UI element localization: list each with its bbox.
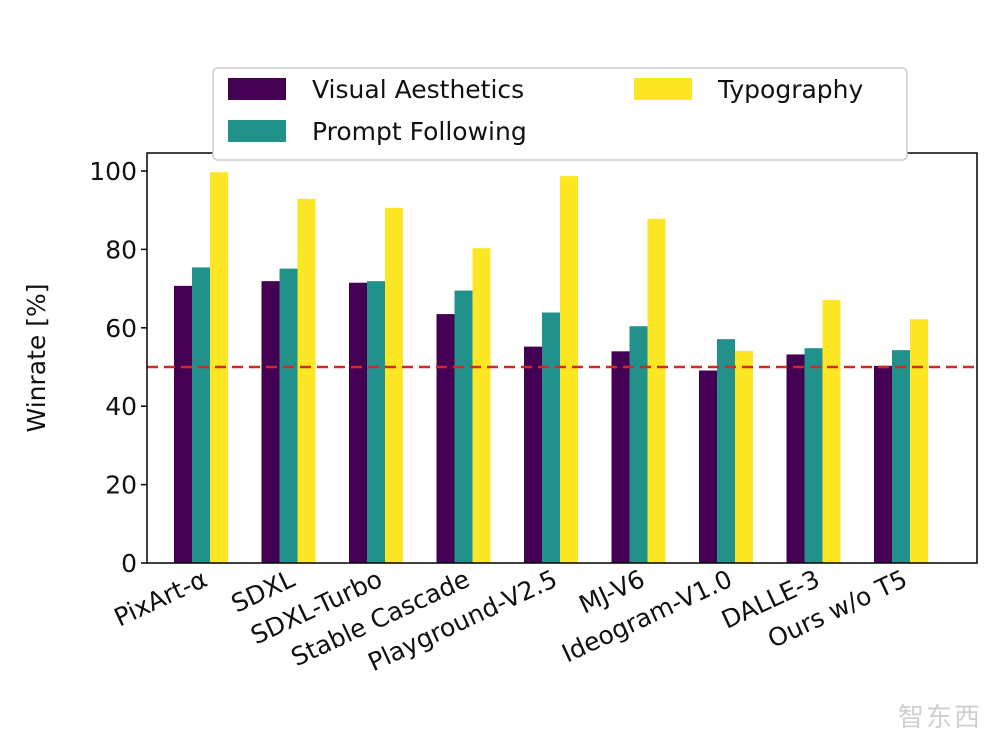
bar-typography bbox=[822, 299, 841, 563]
legend-label: Typography bbox=[717, 75, 864, 104]
bar-typography bbox=[910, 319, 928, 563]
legend-swatch-visual-aesthetics bbox=[228, 78, 286, 100]
legend: Visual Aesthetics Prompt Following Typogra… bbox=[212, 67, 908, 161]
legend-label: Prompt Following bbox=[312, 117, 527, 146]
bar-prompt-following bbox=[804, 348, 823, 563]
bar-typography bbox=[647, 218, 666, 563]
y-tick-label: 100 bbox=[89, 157, 137, 186]
legend-swatch-typography bbox=[634, 78, 692, 100]
bar-prompt-following bbox=[279, 268, 298, 563]
bar-visual-aesthetics bbox=[524, 346, 542, 563]
y-tick-label: 20 bbox=[105, 471, 137, 500]
bar-prompt-following bbox=[892, 350, 910, 563]
bar-typography bbox=[385, 207, 403, 563]
bar-visual-aesthetics bbox=[436, 314, 455, 563]
bar-prompt-following bbox=[542, 312, 560, 563]
y-axis-label: Winrate [%] bbox=[22, 284, 51, 433]
bar-visual-aesthetics bbox=[699, 370, 717, 563]
bar-visual-aesthetics bbox=[174, 285, 192, 563]
y-tick-label: 40 bbox=[105, 392, 137, 421]
bar-prompt-following bbox=[367, 281, 385, 563]
bar-typography bbox=[735, 350, 753, 563]
bar-visual-aesthetics bbox=[786, 354, 805, 563]
y-tick-label: 0 bbox=[121, 549, 137, 578]
bar-visual-aesthetics bbox=[349, 282, 367, 563]
bar-prompt-following bbox=[192, 267, 210, 563]
bar-prompt-following bbox=[629, 326, 648, 563]
bar-visual-aesthetics bbox=[261, 281, 280, 563]
legend-label: Visual Aesthetics bbox=[312, 75, 524, 104]
bar-typography bbox=[560, 176, 578, 563]
legend-swatch-prompt-following bbox=[228, 120, 286, 142]
bar-typography bbox=[297, 198, 316, 563]
y-tick-label: 80 bbox=[105, 235, 137, 264]
bar-prompt-following bbox=[717, 339, 735, 563]
bar-visual-aesthetics bbox=[874, 365, 892, 563]
legend-box bbox=[212, 67, 908, 161]
watermark: 智东西 bbox=[897, 703, 982, 733]
bar-prompt-following bbox=[454, 290, 473, 563]
bar-visual-aesthetics bbox=[611, 351, 630, 563]
y-tick-label: 60 bbox=[105, 314, 137, 343]
bar-typography bbox=[472, 248, 491, 563]
